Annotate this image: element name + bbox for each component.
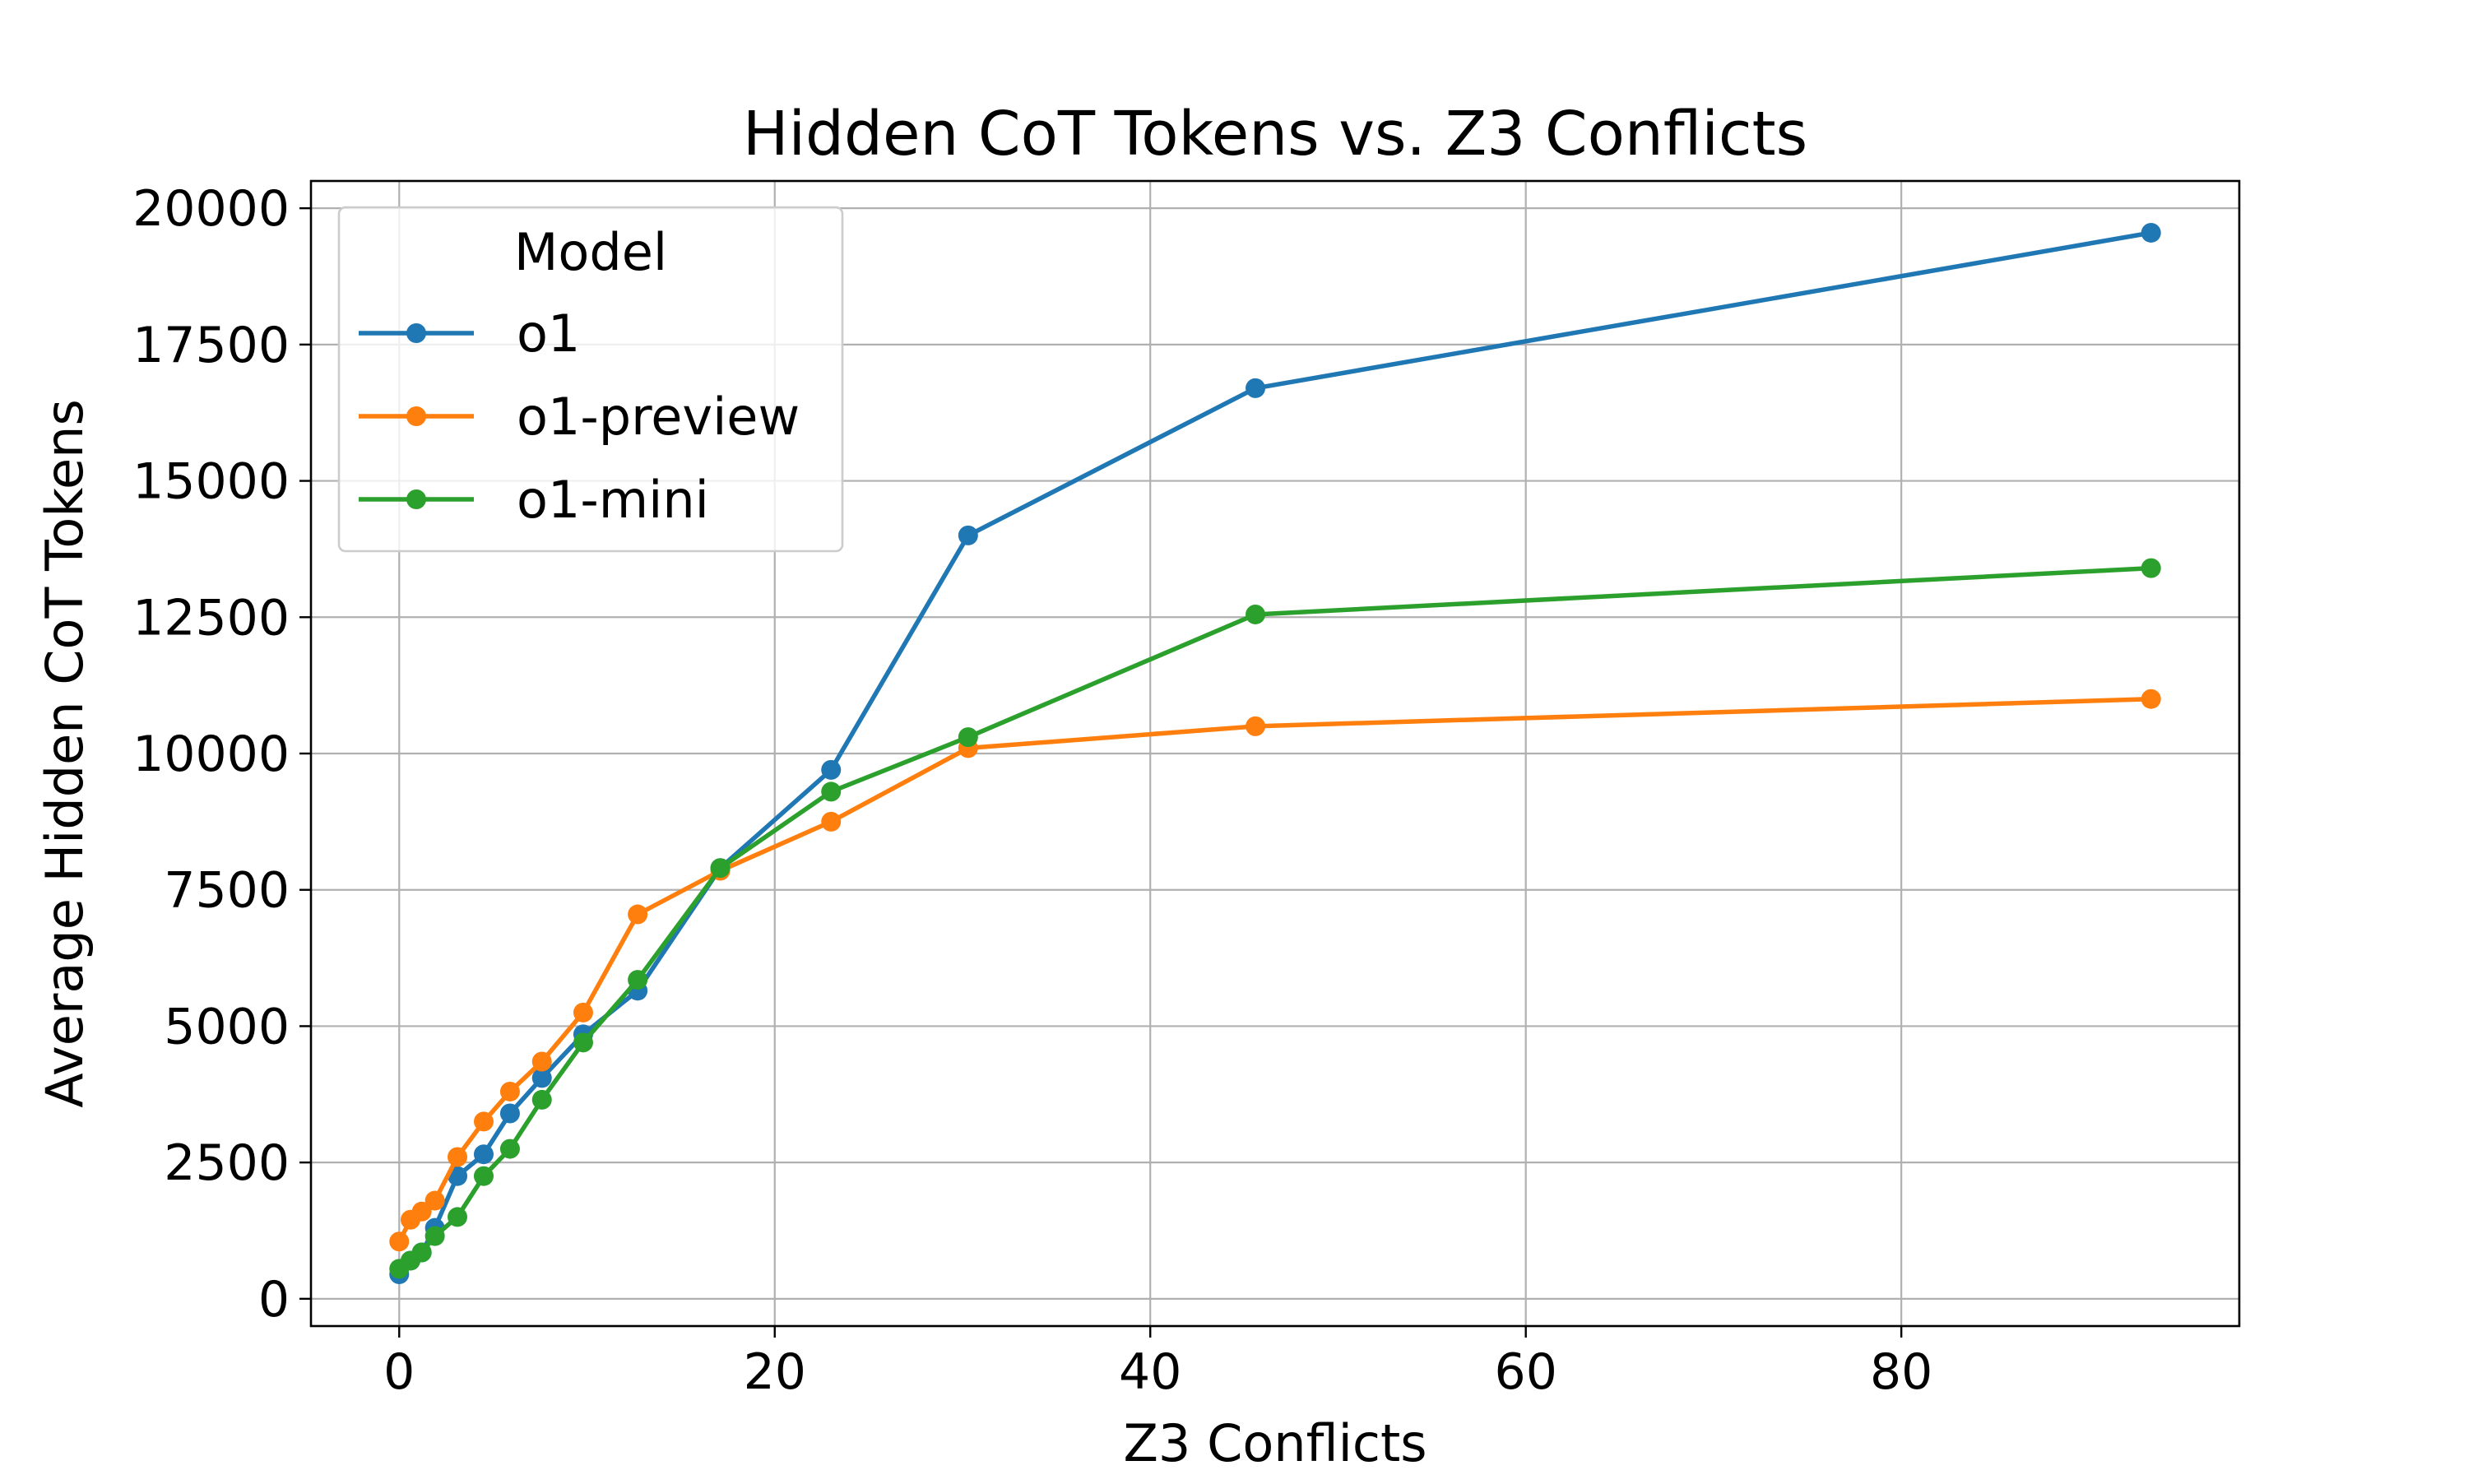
chart-title: Hidden CoT Tokens vs. Z3 Conflicts <box>743 99 1807 169</box>
data-point <box>531 1051 552 1072</box>
legend-marker <box>406 323 426 343</box>
data-point <box>710 858 731 879</box>
legend-label: o1-mini <box>517 470 709 530</box>
data-point <box>2141 222 2161 243</box>
data-point <box>448 1147 468 1167</box>
data-point <box>499 1139 520 1159</box>
legend-title: Model <box>514 222 667 282</box>
legend-item-o1: o1 <box>359 304 580 364</box>
data-point <box>411 1242 432 1263</box>
data-point <box>821 811 842 832</box>
series-o1-mini <box>389 558 2161 1279</box>
x-tick-label: 40 <box>1119 1343 1181 1401</box>
data-point <box>499 1081 520 1101</box>
y-tick-label: 10000 <box>132 726 290 783</box>
data-point <box>1246 378 1266 398</box>
legend-item-o1-mini: o1-mini <box>359 470 709 530</box>
y-tick-label: 2500 <box>164 1134 290 1192</box>
y-tick-label: 17500 <box>132 317 290 374</box>
legend-marker <box>406 489 426 509</box>
data-point <box>958 525 978 545</box>
legend-label: o1-preview <box>517 387 800 447</box>
legend-item-o1-preview: o1-preview <box>359 387 800 447</box>
data-point <box>531 1089 552 1110</box>
data-point <box>573 1002 593 1023</box>
x-tick-label: 0 <box>383 1343 415 1401</box>
data-point <box>2141 689 2161 709</box>
y-tick-label: 7500 <box>164 862 290 920</box>
series-lines <box>389 222 2161 1285</box>
data-point <box>448 1207 468 1227</box>
y-axis-label: Average Hidden CoT Tokens <box>35 399 95 1108</box>
data-point <box>1246 604 1266 624</box>
data-point <box>573 1032 593 1053</box>
data-point <box>2141 558 2161 578</box>
y-tick-label: 15000 <box>132 453 290 511</box>
legend-marker <box>406 406 426 426</box>
data-point <box>958 727 978 748</box>
legend-label: o1 <box>517 304 580 364</box>
data-point <box>821 781 842 802</box>
data-point <box>1246 716 1266 736</box>
data-point <box>499 1103 520 1124</box>
data-point <box>389 1231 410 1252</box>
data-point <box>531 1068 552 1088</box>
data-point <box>424 1226 445 1246</box>
y-tick-label: 20000 <box>132 180 290 238</box>
y-tick-label: 12500 <box>132 589 290 647</box>
plot-area-frame <box>309 179 2241 1328</box>
series-o1-preview <box>389 689 2161 1252</box>
data-point <box>424 1190 445 1211</box>
x-axis-label: Z3 Conflicts <box>1123 1413 1427 1473</box>
axis-ticks: 0 20 40 60 80 0 2500 5000 7500 10000 12500 15000 175… <box>132 180 1932 1401</box>
data-point <box>411 1201 432 1222</box>
data-point <box>628 904 648 925</box>
y-tick-label: 5000 <box>164 998 290 1055</box>
legend-box <box>337 206 844 553</box>
x-tick-label: 60 <box>1495 1343 1557 1401</box>
data-point <box>628 970 648 990</box>
x-tick-label: 20 <box>744 1343 806 1401</box>
y-tick-label: 0 <box>258 1271 290 1329</box>
data-point <box>473 1144 494 1165</box>
data-point <box>473 1166 494 1186</box>
grid <box>311 181 2239 1326</box>
data-point <box>821 759 842 780</box>
x-tick-label: 80 <box>1870 1343 1932 1401</box>
legend: Model o1 o1-preview o1-mini <box>337 206 844 553</box>
data-point <box>473 1111 494 1132</box>
